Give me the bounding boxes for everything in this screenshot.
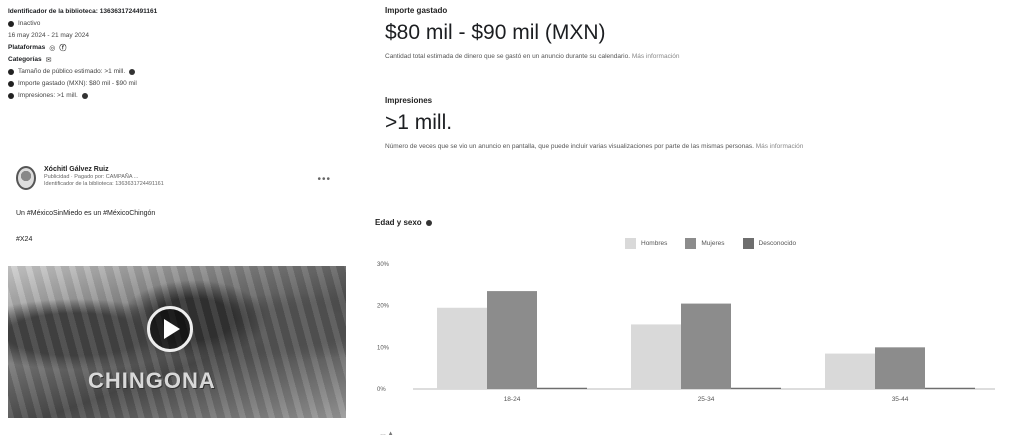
info-icon[interactable] bbox=[81, 93, 88, 99]
legend-item[interactable]: Hombres bbox=[625, 238, 667, 249]
age-gender-chart: Edad y sexo Hombres Mujeres Desconocido 0%… bbox=[375, 212, 1005, 431]
spent-desc-text: Cantidad total estimada de dinero que se… bbox=[385, 53, 631, 60]
info-icon[interactable] bbox=[425, 219, 432, 226]
post-author[interactable]: Xóchitl Gálvez Ruiz bbox=[44, 166, 109, 173]
x-tick-label: 35-44 bbox=[892, 396, 909, 403]
y-tick-label: 10% bbox=[377, 345, 390, 351]
y-tick-label: 0% bbox=[377, 387, 386, 393]
y-tick-label: 30% bbox=[377, 262, 390, 268]
money-icon bbox=[8, 81, 14, 87]
impressions-value: >1 mill. bbox=[385, 111, 453, 134]
video-thumbnail[interactable]: CHINGONA bbox=[8, 266, 346, 418]
bar[interactable] bbox=[925, 387, 975, 389]
library-id: Identificador de la biblioteca: 13636317… bbox=[8, 8, 158, 15]
more-info-link[interactable]: Más información bbox=[755, 143, 804, 150]
footer-stub: … ▲ bbox=[380, 431, 394, 437]
legend-label: Desconocido bbox=[758, 240, 797, 247]
legend-label: Mujeres bbox=[701, 240, 725, 247]
legend-label: Hombres bbox=[641, 240, 668, 247]
spent-value: $80 mil - $90 mil (MXN) bbox=[385, 21, 606, 44]
x-tick-label: 18-24 bbox=[504, 396, 521, 403]
legend-swatch bbox=[742, 238, 754, 249]
bar[interactable] bbox=[631, 324, 681, 389]
bar[interactable] bbox=[681, 303, 731, 389]
bar[interactable] bbox=[875, 347, 925, 389]
info-icon[interactable] bbox=[129, 69, 136, 75]
spent-label: Importe gastado bbox=[385, 6, 448, 15]
y-tick-label: 20% bbox=[377, 304, 390, 310]
platforms-row: Plataformas ◎ ⓕ bbox=[8, 42, 353, 54]
instagram-icon: ◎ bbox=[49, 44, 56, 52]
bar[interactable] bbox=[731, 387, 781, 389]
legend-item[interactable]: Mujeres bbox=[685, 238, 725, 249]
post-library-id: Identificador de la biblioteca: 13636317… bbox=[44, 181, 164, 187]
status-dot-icon bbox=[8, 21, 14, 27]
ad-metrics-panel: Importe gastado $80 mil - $90 mil (MXN) … bbox=[375, 6, 1015, 437]
bar[interactable] bbox=[487, 291, 537, 389]
bar[interactable] bbox=[537, 387, 587, 389]
impressions-label: Impresiones bbox=[385, 96, 433, 105]
video-caption: CHINGONA bbox=[88, 368, 216, 393]
post-sponsor: Publicidad · Pagado por: CAMPAÑA ... bbox=[44, 174, 139, 180]
play-button[interactable] bbox=[147, 306, 193, 352]
play-icon bbox=[164, 319, 180, 339]
chart-legend: Hombres Mujeres Desconocido bbox=[625, 238, 796, 249]
spent-row: Importe gastado (MXN): $80 mil - $90 mil bbox=[8, 78, 353, 90]
impressions-row: Impresiones: >1 mill. bbox=[8, 90, 353, 102]
bar-chart-svg: 0% 10% 20% 30% 18-24 25-34 35-44 bbox=[377, 262, 995, 403]
facebook-icon: ⓕ bbox=[59, 44, 67, 52]
audience-row: Tamaño de público estimado: >1 mill. bbox=[8, 66, 353, 78]
post-names: Xóchitl Gálvez Ruiz Publicidad · Pagado … bbox=[44, 164, 164, 187]
chart-title-text: Edad y sexo bbox=[375, 218, 422, 227]
chart-title: Edad y sexo bbox=[375, 218, 432, 227]
platforms-label: Plataformas bbox=[8, 44, 46, 51]
categories-row: Categorías ✉ bbox=[8, 54, 353, 66]
eye-icon bbox=[8, 93, 14, 99]
ad-post-preview: Xóchitl Gálvez Ruiz Publicidad · Pagado … bbox=[8, 164, 353, 418]
impressions-desc-text: Número de veces que se vio un anuncio en… bbox=[385, 143, 754, 150]
audience-icon bbox=[8, 69, 14, 75]
post-text: Un #MéxicoSinMiedo es un #MéxicoChingón bbox=[16, 210, 156, 217]
spent-text: Importe gastado (MXN): $80 mil - $90 mil bbox=[18, 80, 137, 87]
ad-details-panel: Identificador de la biblioteca: 13636317… bbox=[8, 6, 353, 431]
more-info-link[interactable]: Más información bbox=[631, 53, 680, 60]
bar[interactable] bbox=[825, 353, 875, 389]
status-text: Inactivo bbox=[18, 20, 41, 27]
legend-swatch bbox=[685, 238, 697, 249]
impressions-text: Impresiones: >1 mill. bbox=[18, 92, 78, 99]
post-hashtag[interactable]: #X24 bbox=[16, 236, 33, 243]
date-range: 16 may 2024 - 21 may 2024 bbox=[8, 32, 89, 39]
status-row: Inactivo bbox=[8, 18, 353, 30]
x-tick-label: 25-34 bbox=[698, 396, 715, 403]
categories-label: Categorías bbox=[8, 56, 42, 63]
audience-text: Tamaño de público estimado: >1 mill. bbox=[18, 68, 126, 75]
bar[interactable] bbox=[437, 307, 487, 389]
post-header: Xóchitl Gálvez Ruiz Publicidad · Pagado … bbox=[8, 164, 353, 198]
more-options-icon[interactable]: ••• bbox=[317, 174, 331, 185]
legend-item[interactable]: Desconocido bbox=[742, 238, 797, 249]
impressions-description: Número de veces que se vio un anuncio en… bbox=[385, 143, 1015, 150]
avatar[interactable] bbox=[16, 166, 36, 190]
megaphone-icon: ✉ bbox=[45, 56, 52, 64]
legend-swatch bbox=[625, 238, 636, 249]
spent-description: Cantidad total estimada de dinero que se… bbox=[385, 53, 1015, 60]
